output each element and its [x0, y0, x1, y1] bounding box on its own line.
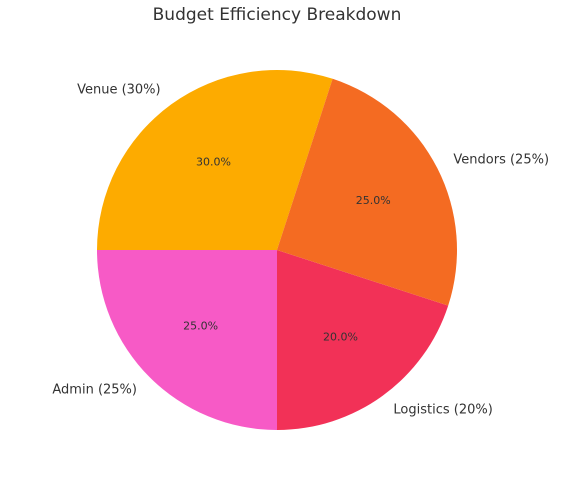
pie-slice-logistics — [277, 250, 449, 430]
pct-label-venue: 30.0% — [196, 156, 231, 169]
pct-label-vendors: 25.0% — [356, 194, 391, 207]
pct-label-admin: 25.0% — [183, 319, 218, 332]
pie-slice-admin — [97, 250, 277, 430]
chart-title: Budget Efficiency Breakdown — [153, 5, 402, 25]
category-label-admin: Admin (25%) — [52, 383, 137, 398]
category-label-venue: Venue (30%) — [77, 82, 161, 97]
category-label-vendors: Vendors (25%) — [453, 153, 549, 168]
pie-slice-vendors — [277, 78, 457, 306]
pie-slices — [97, 70, 457, 430]
pie-labels: 20.0% Logistics (20%) 25.0% Admin (25%) 30.0… — [52, 82, 549, 417]
pie-slice-venue — [97, 70, 333, 250]
pct-label-logistics: 20.0% — [323, 330, 358, 343]
category-label-logistics: Logistics (20%) — [393, 403, 492, 418]
